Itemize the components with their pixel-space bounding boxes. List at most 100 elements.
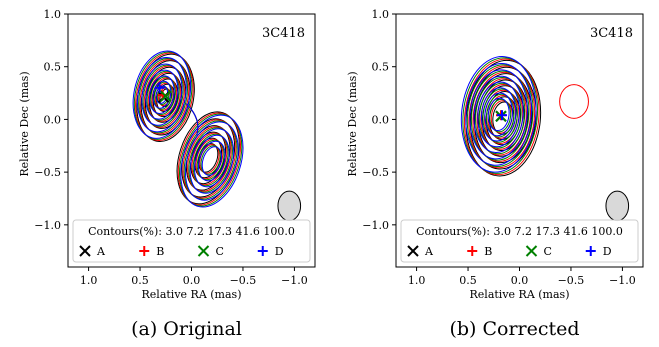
contour-line [145, 69, 179, 120]
y-tick-label: −0.5 [362, 166, 389, 179]
contour-line [470, 70, 530, 161]
y-axis-label: Relative Dec (mas) [18, 71, 31, 176]
contour-line [183, 120, 238, 200]
x-tick-label: 1.0 [80, 274, 98, 287]
x-tick-label: 0.5 [459, 274, 477, 287]
contour-line [469, 69, 528, 160]
contour-line [474, 73, 533, 164]
contours [460, 56, 589, 177]
contour-line [150, 76, 176, 115]
legend-entry-a: A [407, 245, 434, 258]
contour-line [135, 52, 194, 141]
contour-line [489, 98, 512, 133]
contour-line [136, 57, 187, 133]
contour-line [133, 51, 193, 140]
y-tick-label: 1.0 [372, 8, 390, 21]
contour-line [143, 65, 185, 128]
contour-line [139, 59, 190, 135]
legend-label: B [156, 245, 164, 258]
marker-stroke [495, 110, 507, 122]
contour-line [484, 92, 513, 137]
contour-line [480, 87, 517, 142]
legend: Contours(%): 3.0 7.2 17.3 41.6 100.0 A B C D [72, 219, 311, 263]
contour-line [184, 121, 239, 201]
source-name: 3C418 [590, 26, 633, 41]
contour-line [146, 70, 180, 121]
contour-line [141, 63, 183, 126]
legend-marker [407, 245, 419, 257]
contour-line [149, 75, 175, 114]
legend-label: B [484, 245, 492, 258]
marker-c [495, 110, 507, 122]
contour-line [475, 76, 526, 155]
contour-line [147, 71, 181, 122]
contour-line [465, 63, 533, 166]
contour-line [188, 127, 233, 193]
legend-entry-d: D [257, 245, 284, 258]
y-tick-label: 0.5 [372, 61, 390, 74]
legend-label: D [603, 245, 612, 258]
legend-entry-c: C [197, 245, 224, 258]
y-tick-label: 0.0 [372, 113, 390, 126]
contour-line [477, 81, 521, 148]
marker-stroke [160, 90, 172, 102]
contour-line [462, 57, 539, 174]
y-tick-label: −1.0 [362, 219, 389, 232]
legend-label: A [96, 245, 106, 258]
panel-caption: (a) Original [131, 318, 242, 340]
contour-line [472, 71, 532, 162]
contour-line [473, 75, 524, 153]
y-axis-label: Relative Dec (mas) [346, 71, 359, 176]
contour-line [460, 56, 537, 173]
y-tick-label: 0.0 [44, 113, 62, 126]
x-tick-label: −1.0 [609, 274, 636, 287]
legend-entry-a: A [79, 245, 106, 258]
contour-line [478, 82, 522, 149]
contour-line [185, 103, 199, 136]
contour-line [191, 132, 228, 186]
x-tick-label: −0.5 [558, 274, 585, 287]
legend-box [72, 219, 311, 263]
contour-line [487, 97, 510, 132]
contour-line [179, 113, 243, 207]
contour-line [138, 58, 188, 134]
panel-corrected: 1.0 0.5 0.0 −0.5 −1.0 1.0 0.5 0.0 −0.5 −1.0 Relati… [346, 8, 644, 340]
contour-line [485, 93, 515, 138]
contour-line [468, 65, 536, 169]
panel-caption: (b) Corrected [449, 318, 579, 340]
contour-line [177, 112, 241, 206]
beam-ellipse [605, 190, 630, 222]
contour-line [189, 128, 235, 194]
contour-line [559, 84, 589, 119]
x-axis-label: Relative RA (mas) [142, 288, 242, 301]
marker-d [154, 82, 165, 93]
contour-line [463, 58, 540, 176]
contour-levels-text: Contours(%): 3.0 7.2 17.3 41.6 100.0 [88, 225, 295, 238]
y-tick-label: 0.5 [44, 61, 62, 74]
legend-label: C [216, 245, 224, 258]
x-axis-label: Relative RA (mas) [470, 288, 570, 301]
contour-line [198, 140, 226, 182]
legend-label: D [275, 245, 284, 258]
y-tick-label: 1.0 [44, 8, 62, 21]
contour-line [152, 80, 172, 109]
beam-ellipse [277, 190, 302, 222]
legend-marker [525, 245, 538, 257]
y-tick-label: −0.5 [34, 166, 61, 179]
legend-label: A [424, 245, 434, 258]
contours [132, 50, 244, 208]
contour-line [151, 77, 178, 117]
contour-line [152, 78, 179, 118]
contour-line [469, 66, 537, 170]
legend-label: C [544, 245, 552, 258]
x-tick-label: 0.0 [511, 274, 529, 287]
contour-line [466, 64, 534, 167]
contour-line [180, 114, 244, 208]
legend-entry-b: B [467, 245, 492, 258]
legend-entry-d: D [585, 245, 612, 258]
legend-entry-c: C [525, 245, 552, 258]
contour-line [142, 64, 184, 127]
legend: Contours(%): 3.0 7.2 17.3 41.6 100.0 A B C D [400, 219, 639, 263]
legend-box [400, 219, 639, 263]
